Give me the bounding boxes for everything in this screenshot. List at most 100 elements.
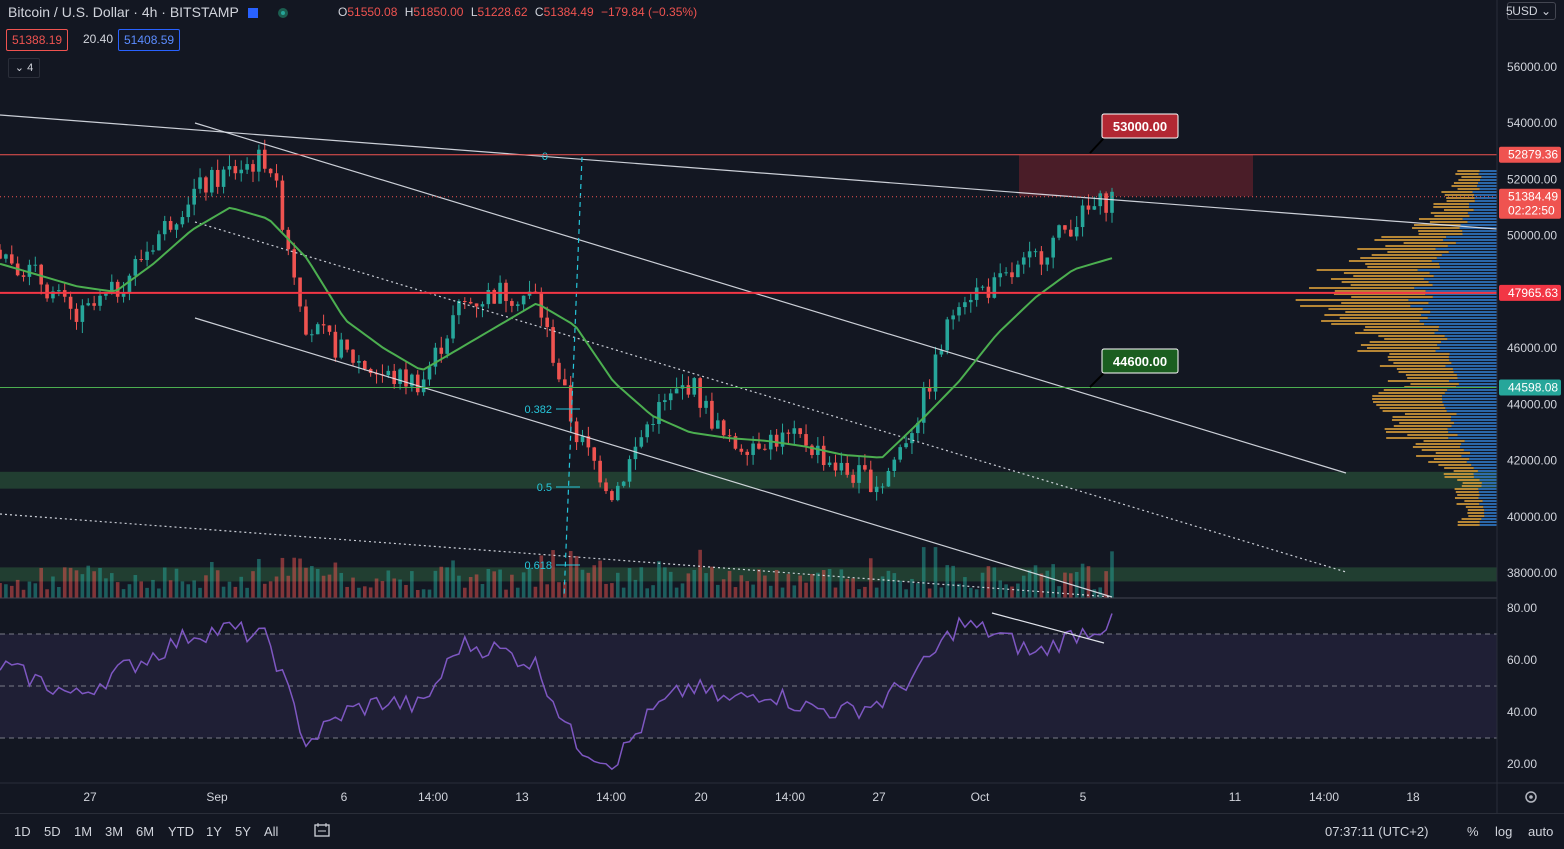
volume-profile-bar [1381, 236, 1447, 238]
volume-profile-bar [1391, 419, 1451, 421]
candle-body [645, 424, 649, 438]
volume-bar [45, 589, 49, 598]
volume-profile-bar [1418, 230, 1463, 232]
volume-profile-bar [1410, 305, 1497, 307]
volume-profile-bar [1416, 455, 1462, 457]
price-chart[interactable]: 0 0.382 0.5 0.618 56000.00 54000.00 52000.00 5… [0, 0, 1564, 813]
volume-profile-bar [1438, 326, 1497, 328]
resistance-zone [1019, 154, 1253, 197]
volume-bar [445, 567, 449, 598]
fib-retracement: 0 0.382 0.5 0.618 [524, 151, 583, 599]
date-range-icon[interactable] [314, 822, 332, 841]
volume-profile-bar [1478, 173, 1497, 175]
range-1m[interactable]: 1M [74, 824, 93, 839]
volume-bar [280, 557, 285, 598]
volume-bar [963, 577, 967, 598]
candle-body [133, 259, 138, 276]
volume-profile-bar [1464, 440, 1497, 442]
volume-bar [939, 587, 944, 598]
candle-body [33, 264, 38, 266]
volume-profile-bar [1365, 263, 1440, 265]
log-toggle[interactable]: log [1495, 824, 1513, 839]
candle-body [1033, 251, 1038, 253]
range-5d[interactable]: 5D [44, 824, 61, 839]
volume-bar [951, 565, 955, 598]
volume-bar [421, 589, 426, 598]
volume-profile-bar [1333, 293, 1426, 295]
rsi-tick: 60.00 [1507, 653, 1537, 667]
volume-profile-bar [1466, 461, 1497, 463]
volume-bar [215, 570, 220, 598]
volume-profile-bar [1467, 212, 1497, 214]
volume-profile-bar [1473, 473, 1497, 475]
candle-body [615, 485, 620, 501]
percent-toggle[interactable]: % [1467, 824, 1479, 839]
volume-bar [339, 572, 344, 598]
candle-body [439, 347, 444, 354]
volume-bar [0, 583, 2, 598]
volume-profile-bar [1407, 377, 1458, 379]
volume-bar [1027, 569, 1032, 598]
clock[interactable]: 07:37:11 (UTC+2) [1325, 824, 1429, 839]
volume-bar [663, 567, 667, 598]
range-all[interactable]: All [264, 824, 279, 839]
candle-body [1063, 225, 1067, 230]
volume-profile-bar [1439, 263, 1497, 265]
candle-body [1080, 205, 1085, 228]
volume-profile-bar [1457, 479, 1480, 481]
volume-profile-bar [1479, 494, 1497, 496]
volume-bar [521, 572, 526, 598]
indicator-toggle[interactable]: ⌄ 4 [8, 58, 40, 78]
volume-profile-bar [1435, 350, 1497, 352]
candle-body [610, 491, 614, 501]
volume-profile-bar [1392, 416, 1452, 418]
volume-profile-bar [1434, 332, 1497, 334]
range-1y[interactable]: 1Y [206, 824, 222, 839]
price-tick: 38000.00 [1507, 566, 1557, 580]
volume-bar [1080, 563, 1085, 598]
time-tick: 14:00 [418, 790, 448, 804]
volume-profile-bar [1467, 512, 1484, 514]
range-3m[interactable]: 3M [105, 824, 124, 839]
volume-bar [192, 580, 196, 598]
range-1d[interactable]: 1D [14, 824, 31, 839]
volume-bar [504, 589, 508, 598]
bid-price[interactable]: 51388.19 [6, 29, 69, 51]
volume-profile-bar [1418, 233, 1463, 235]
candle-body [386, 370, 391, 376]
volume-profile-bar [1379, 407, 1446, 409]
volume-profile-bar [1345, 311, 1431, 313]
volume-profile-bar [1393, 362, 1452, 364]
volume-profile-bar [1399, 422, 1454, 424]
volume-profile-bar [1453, 182, 1479, 184]
fib-label: 0.5 [537, 482, 552, 494]
rsi-tick: 20.00 [1507, 757, 1537, 771]
range-5y[interactable]: 5Y [235, 824, 251, 839]
volume-bar [39, 567, 43, 598]
volume-profile-bar [1427, 317, 1497, 319]
volume-profile-bar [1442, 395, 1497, 397]
auto-toggle[interactable]: auto [1528, 824, 1554, 839]
range-ytd[interactable]: YTD [168, 824, 194, 839]
candle-body [827, 462, 832, 466]
candle-body [104, 292, 108, 296]
candle-body [339, 339, 344, 358]
candle-body [245, 164, 249, 170]
gear-icon[interactable] [1525, 791, 1537, 803]
candle-body [162, 221, 167, 235]
price-axis-top-tick: 5 [1506, 4, 1513, 18]
candle-body [427, 366, 432, 380]
trend-line [194, 122, 1347, 474]
currency-button[interactable]: USD ⌄ [1507, 2, 1556, 20]
volume-bar [621, 587, 626, 598]
volume-profile-bar [1479, 524, 1497, 526]
volume-profile-bar [1436, 257, 1497, 259]
range-6m[interactable]: 6M [136, 824, 155, 839]
volume-profile-bar [1472, 191, 1497, 193]
candle-body [486, 289, 491, 305]
volume-bar [1039, 573, 1044, 598]
ask-price[interactable]: 51408.59 [118, 29, 181, 51]
volume-bar [704, 573, 708, 598]
symbol-title[interactable]: Bitcoin / U.S. Dollar · 4h · BITSTAMP [8, 4, 289, 20]
volume-profile-bar [1433, 458, 1470, 460]
